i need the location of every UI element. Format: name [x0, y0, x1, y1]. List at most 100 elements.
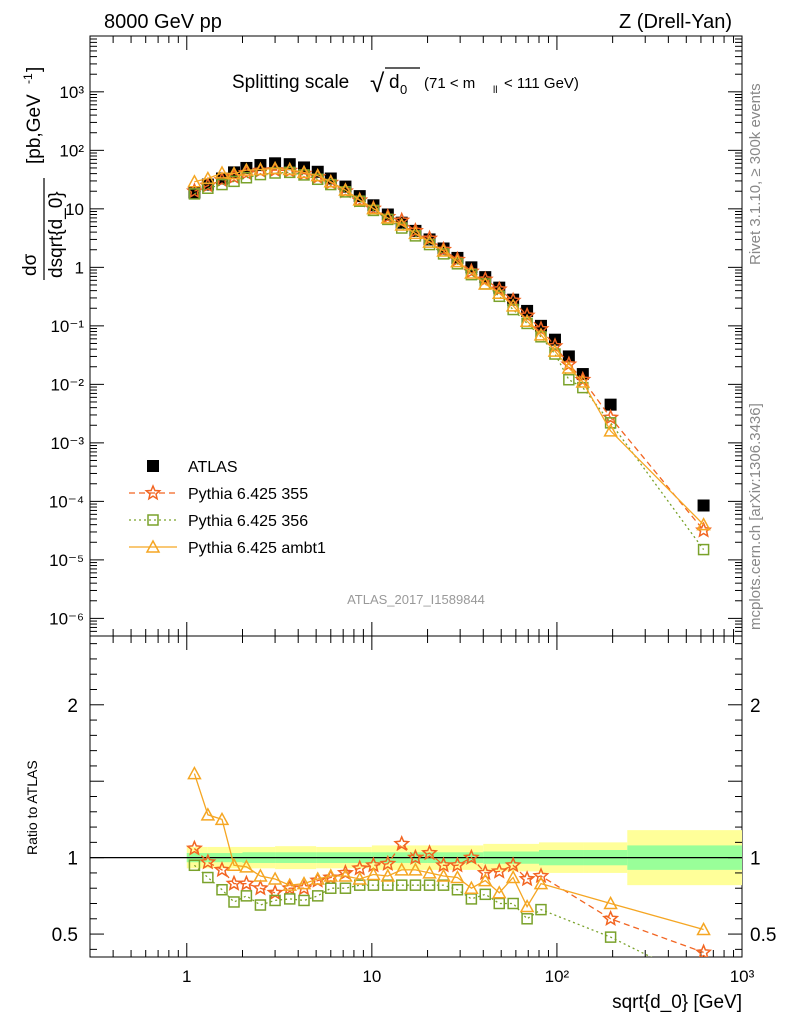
main-point-pythia-6-425-ambt1 — [310, 168, 325, 182]
main-point-pythia-6-425-ambt1 — [408, 225, 423, 240]
main-point-pythia-6-425-ambt1 — [323, 174, 339, 188]
ratio-point-pythia-6-425-355 — [351, 859, 369, 876]
ratio-point-pythia-6-425-ambt1 — [214, 811, 230, 826]
y-tick-label: 10³ — [59, 83, 84, 102]
main-point-pythia-6-425-355 — [490, 280, 508, 297]
ratio-point-pythia-6-425-355 — [504, 856, 522, 873]
ratio-point-pythia-6-425-356 — [423, 879, 436, 891]
legend-entry-pythia-6-425-ambt1: Pythia 6.425 ambt1 — [129, 539, 326, 557]
ratio-point-pythia-6-425-356 — [311, 890, 324, 902]
main-point-pythia-6-425-ambt1 — [214, 165, 230, 179]
main-point-pythia-6-425-ambt1 — [603, 423, 618, 437]
ratio-point-pythia-6-425-355 — [281, 879, 299, 896]
ratio-point-pythia-6-425-356 — [339, 882, 352, 894]
legend-label: ATLAS — [188, 459, 238, 476]
legend-entry-atlas: ATLAS — [147, 459, 238, 476]
ratio-point-pythia-6-425-355 — [518, 870, 536, 887]
ratio-y-tick-label-left: 1 — [67, 849, 78, 870]
plot-title-var-sub: 0 — [400, 82, 407, 97]
ratio-line-pythia-6-425-356 — [193, 864, 653, 957]
ratio-point-pythia-6-425-ambt1 — [380, 868, 396, 882]
plot-title-var: d — [389, 72, 400, 93]
plot-title-range-sub: ll — [493, 85, 497, 96]
ratio-point-pythia-6-425-356 — [535, 903, 547, 916]
side-label-mcplots: mcplots.cern.ch [arXiv:1306.3436] — [747, 403, 764, 630]
ratio-point-pythia-6-425-356 — [188, 859, 201, 872]
main-point-pythia-6-425-356 — [228, 175, 240, 188]
main-point-pythia-6-425-ambt1 — [696, 517, 711, 531]
ratio-point-pythia-6-425-356 — [216, 883, 228, 896]
plot-title-main: Splitting scale — [232, 72, 349, 93]
header-left-title: 8000 GeV pp — [104, 11, 222, 33]
ratio-line-pythia-6-425-ambt1 — [193, 773, 704, 931]
main-point-pythia-6-425-ambt1 — [519, 313, 535, 327]
y-tick-label: 10⁻⁴ — [49, 492, 84, 511]
ratio-point-pythia-6-425-ambt1 — [533, 876, 549, 890]
ratio-point-pythia-6-425-355 — [406, 848, 424, 865]
ratio-y-tick-label-left: 2 — [67, 696, 78, 717]
ratio-point-pythia-6-425-356 — [283, 893, 296, 905]
main-point-pythia-6-425-ambt1 — [491, 285, 507, 300]
ratio-point-pythia-6-425-ambt1 — [422, 865, 437, 879]
main-point-pythia-6-425-ambt1 — [366, 201, 381, 215]
ratio-point-pythia-6-425-ambt1 — [267, 871, 283, 885]
ratio-point-pythia-6-425-ambt1 — [323, 868, 339, 882]
main-point-pythia-6-425-355 — [476, 270, 494, 287]
y-tick-label: 10² — [59, 141, 84, 160]
ratio-point-pythia-6-425-355 — [237, 874, 255, 891]
ratio-point-pythia-6-425-ambt1 — [187, 766, 202, 780]
ratio-point-pythia-6-425-355 — [199, 853, 217, 870]
ratio-point-pythia-6-425-356 — [353, 879, 366, 891]
y-tick-label: 1 — [75, 258, 84, 277]
ratio-point-pythia-6-425-355 — [695, 943, 713, 957]
main-point-pythia-6-425-ambt1 — [477, 276, 493, 290]
ratio-series-pythia-6-425-356 — [188, 859, 653, 957]
main-point-atlas — [534, 319, 547, 332]
main-point-pythia-6-425-355 — [237, 164, 255, 181]
plot-title-sqrt: √ — [370, 68, 385, 98]
ratio-point-pythia-6-425-ambt1 — [253, 868, 268, 882]
plot-title-range: (71 < m — [424, 75, 475, 92]
ratio-point-pythia-6-425-ambt1 — [696, 921, 711, 936]
main-point-pythia-6-425-ambt1 — [464, 265, 479, 279]
ratio-point-pythia-6-425-356 — [493, 897, 506, 910]
main-point-pythia-6-425-355 — [225, 168, 243, 185]
y-tick-label: 10⁻¹ — [50, 317, 84, 336]
ratio-point-pythia-6-425-ambt1 — [338, 868, 353, 882]
main-point-pythia-6-425-ambt1 — [422, 234, 437, 248]
x-tick-label: 10³ — [730, 967, 755, 986]
ratio-point-pythia-6-425-ambt1 — [450, 869, 465, 884]
ratio-point-pythia-6-425-355 — [435, 856, 453, 873]
main-point-pythia-6-425-356 — [216, 178, 228, 191]
main-point-pythia-6-425-356 — [240, 171, 253, 184]
main-point-pythia-6-425-356 — [563, 373, 575, 386]
ratio-y-tick-label-left: 0.5 — [52, 925, 78, 946]
ratio-point-pythia-6-425-356 — [604, 931, 617, 943]
main-point-pythia-6-425-ambt1 — [338, 182, 353, 196]
main-series-pythia-6-425-ambt1 — [187, 160, 711, 531]
main-point-pythia-6-425-356 — [382, 213, 394, 226]
ratio-point-pythia-6-425-ambt1 — [519, 898, 535, 913]
ratio-point-pythia-6-425-356 — [451, 883, 464, 896]
ratio-series-pythia-6-425-ambt1 — [187, 766, 711, 936]
ratio-point-pythia-6-425-356 — [521, 913, 533, 925]
main-line-pythia-6-425-355 — [194, 169, 705, 531]
ratio-point-pythia-6-425-355 — [251, 879, 269, 896]
main-series-atlas — [188, 157, 710, 512]
ratio-y-tick-label-right: 2 — [750, 696, 761, 717]
x-tick-label: 10² — [545, 967, 570, 986]
ratio-point-pythia-6-425-ambt1 — [366, 866, 381, 881]
x-axis-label: sqrt{d_0} [GeV] — [612, 992, 742, 1013]
ratio-point-pythia-6-425-356 — [409, 879, 422, 891]
header-right-title: Z (Drell-Yan) — [619, 11, 732, 33]
main-point-pythia-6-425-ambt1 — [380, 210, 396, 224]
ratio-point-pythia-6-425-355 — [448, 856, 466, 873]
main-point-pythia-6-425-ambt1 — [561, 360, 577, 374]
ratio-point-pythia-6-425-ambt1 — [464, 880, 479, 894]
uncertainty-band-layer — [90, 830, 742, 886]
legend-entry-pythia-6-425-356: Pythia 6.425 356 — [129, 513, 308, 530]
main-point-pythia-6-425-ambt1 — [226, 166, 242, 180]
y-axis-label-main: dσ dsqrt{d_0} [pb,GeV -1 ] — [20, 67, 67, 280]
ratio-point-pythia-6-425-356 — [325, 882, 337, 894]
y-tick-label: 10⁻⁶ — [49, 609, 84, 628]
